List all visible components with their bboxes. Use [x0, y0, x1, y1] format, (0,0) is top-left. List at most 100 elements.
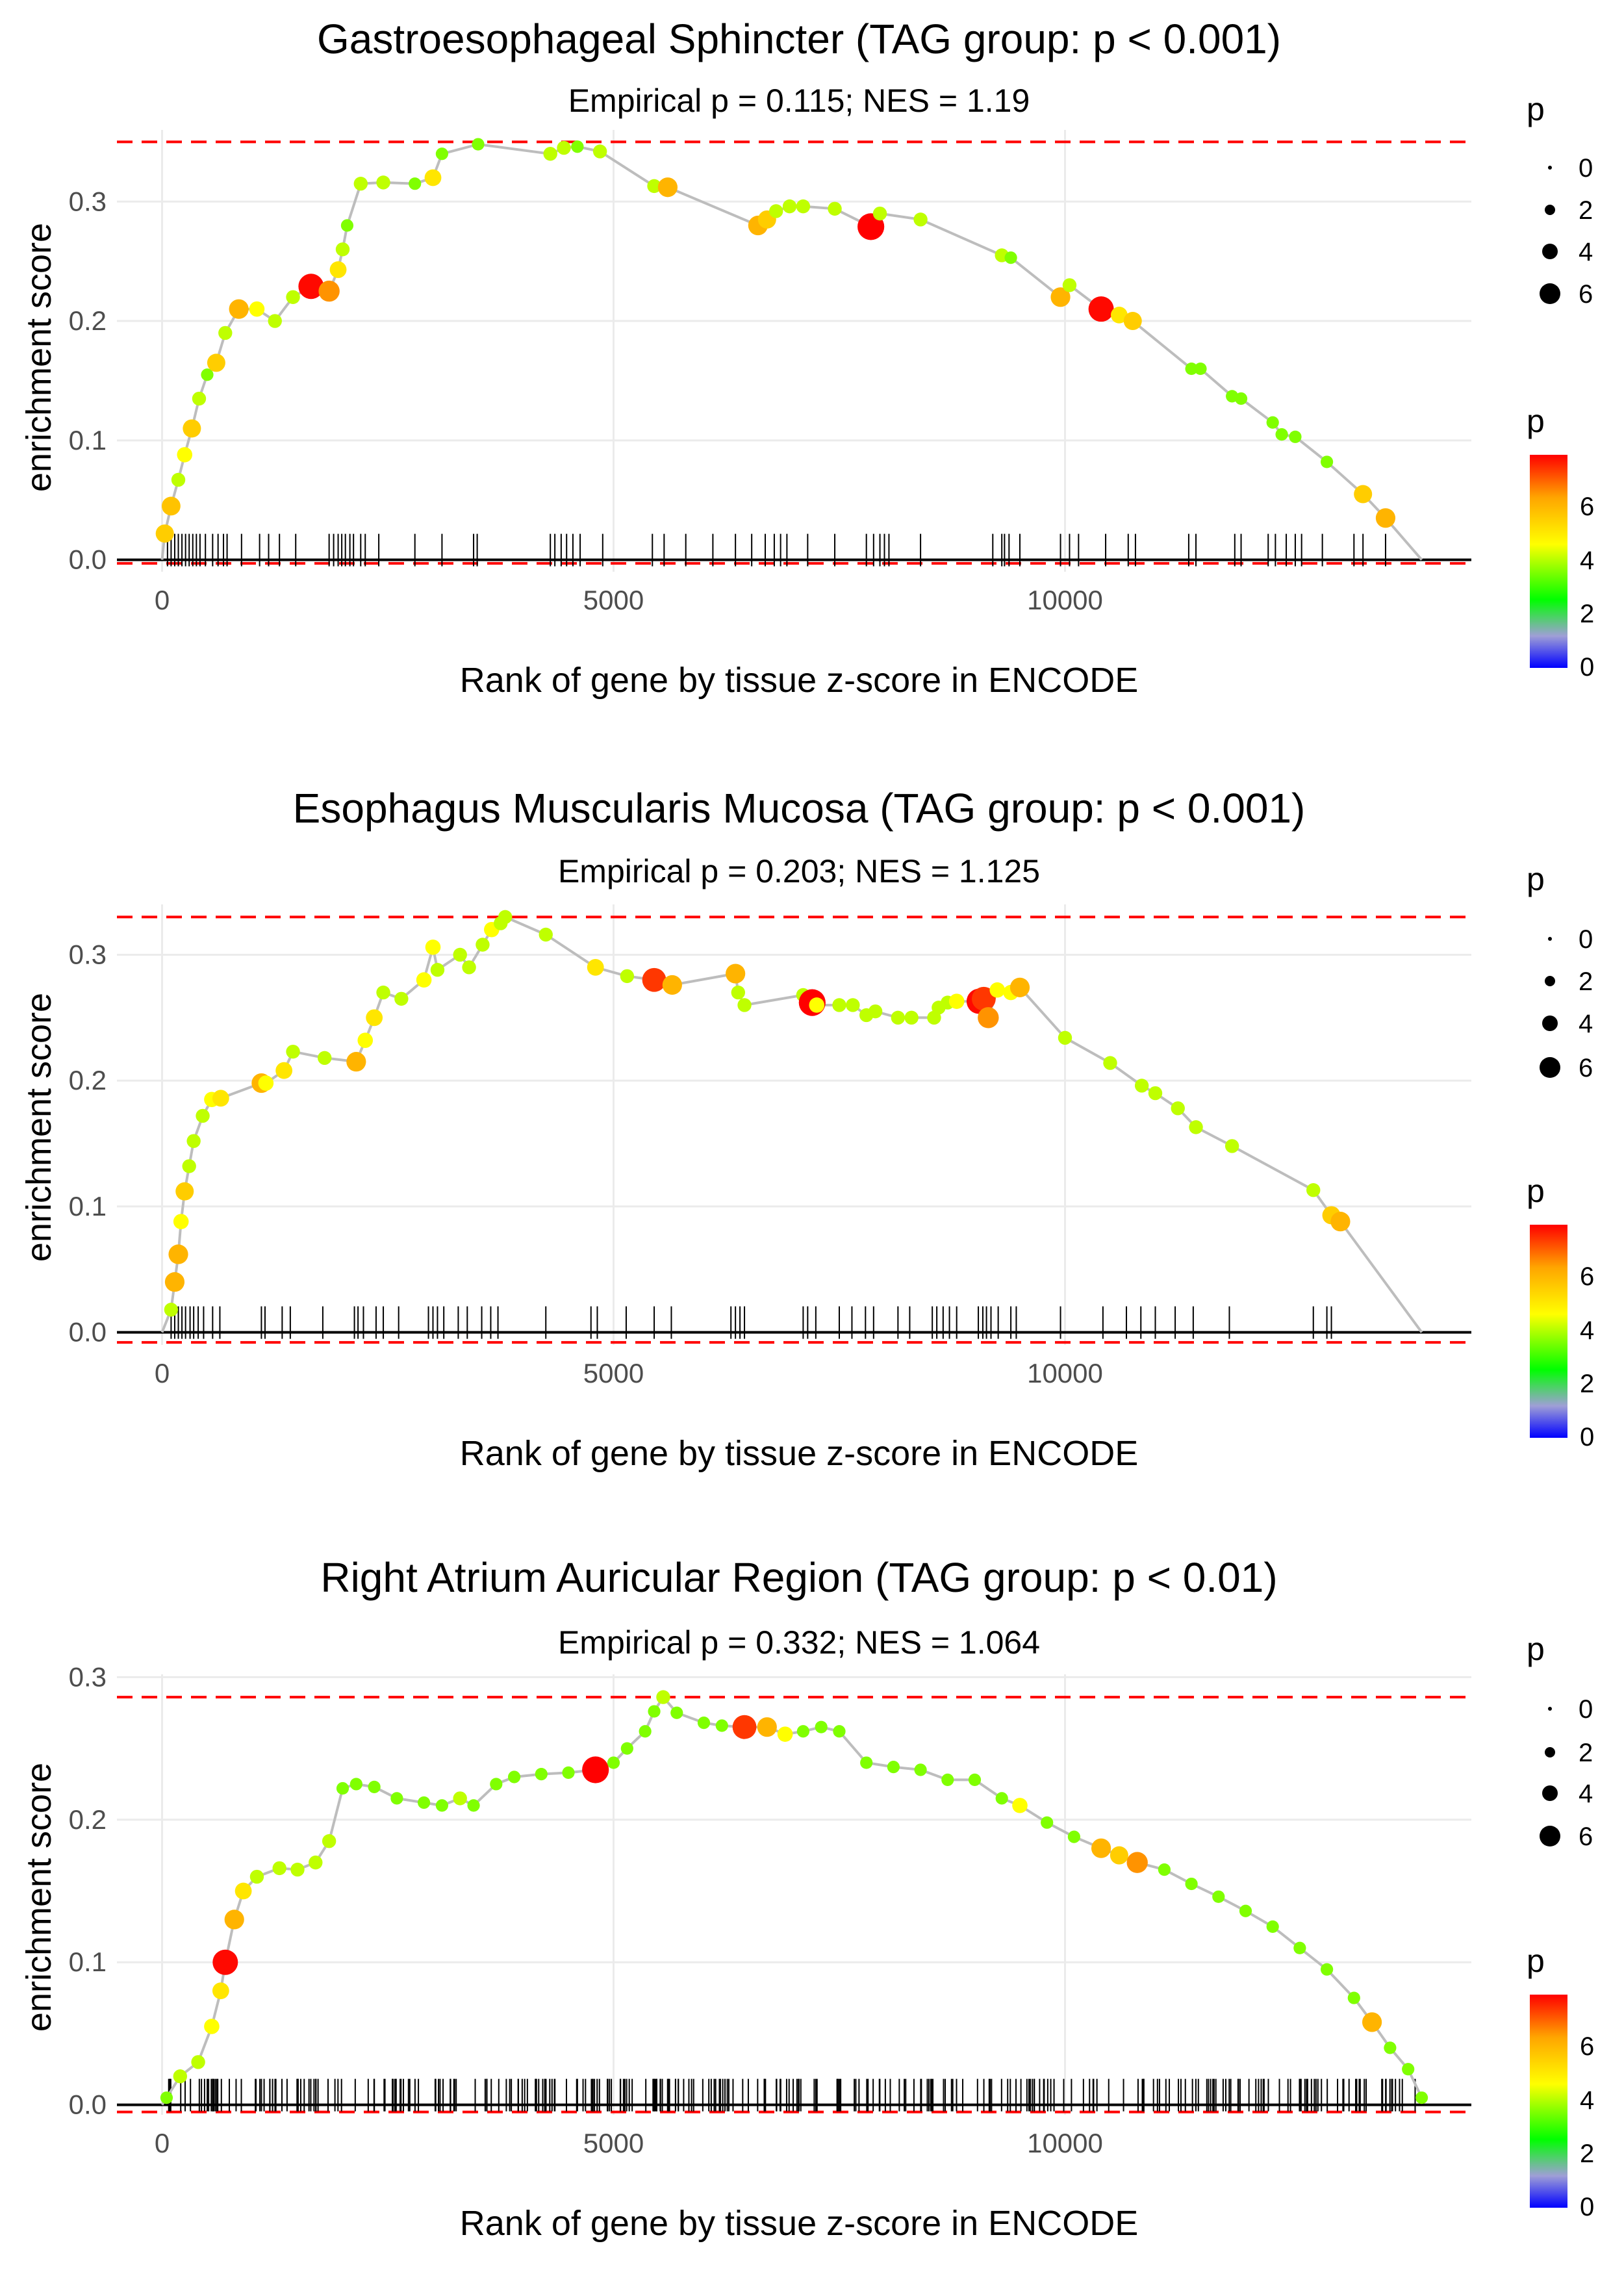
panel-2-es-point [164, 1303, 179, 1317]
panel-3-es-point [1212, 1890, 1225, 1903]
panel-3-size-key-0 [1548, 1707, 1552, 1711]
panel-2-es-point [318, 1051, 332, 1066]
panel-2-es-point [275, 1062, 293, 1079]
panel-2-es-point [948, 993, 965, 1009]
panel-2-x-tick-label: 5000 [583, 1358, 644, 1388]
panel-3-title: Right Atrium Auricular Region (TAG group… [320, 1554, 1277, 1601]
panel-2-es-point [832, 998, 846, 1012]
panel-3-y-tick-label: 0.3 [69, 1661, 107, 1692]
panel-3-size-label-6: 6 [1579, 1822, 1593, 1851]
panel-2-es-point [726, 964, 746, 984]
panel-3-es-point [1110, 1846, 1128, 1865]
panel-3-y-axis-title: enrichment score [19, 1763, 58, 2032]
panel-2-es-point [1224, 1139, 1239, 1153]
panel-1-title: Gastroesophageal Sphincter (TAG group: p… [317, 16, 1281, 62]
panel-2-color-label-0: 0 [1580, 1423, 1594, 1451]
panel-3-es-point [535, 1767, 548, 1781]
panel-1-es-point [424, 169, 442, 186]
panel-1-color-label-6: 6 [1580, 492, 1594, 521]
panel-1-y-tick-label: 0.3 [69, 186, 107, 216]
panel-3-es-point [995, 1792, 1008, 1805]
panel-1-es-point [183, 419, 201, 438]
panel-3-subtitle: Empirical p = 0.332; NES = 1.064 [558, 1624, 1040, 1661]
panel-2-size-label-2: 2 [1579, 967, 1593, 996]
panel-1-x-tick-label: 0 [155, 585, 170, 615]
panel-3-es-point [418, 1796, 431, 1809]
panel-3-es-point [648, 1705, 661, 1718]
panel-2-y-tick-label: 0.0 [69, 1317, 107, 1348]
panel-1-es-point [1266, 416, 1279, 429]
panel-1-es-point [1321, 455, 1334, 468]
panel-3-es-point [349, 1778, 362, 1791]
panel-1-color-label-0: 0 [1580, 653, 1594, 682]
panel-1-es-point [207, 353, 225, 372]
panel-3-es-point [1067, 1830, 1080, 1843]
panel-2-size-key-0 [1548, 937, 1552, 941]
panel-3-es-point [322, 1834, 336, 1848]
panel-1-size-key-4 [1542, 244, 1558, 259]
panel-1-es-point [571, 140, 584, 153]
panel-2-color-label-6: 6 [1580, 1262, 1594, 1291]
panel-3-es-point [732, 1715, 757, 1739]
panel-1-es-point [1194, 362, 1207, 376]
panel-2-size-key-4 [1542, 1016, 1558, 1031]
panel-2-es-point [430, 963, 445, 977]
panel-3-color-label-0: 0 [1580, 2193, 1594, 2221]
panel-1-size-label-4: 4 [1579, 238, 1593, 266]
panel-3-es-point [173, 2069, 187, 2084]
panel-3-es-point [453, 1791, 467, 1806]
panel-3-es-point [191, 2055, 205, 2069]
panel-1-es-point [592, 144, 607, 159]
panel-2-color-label-4: 4 [1580, 1316, 1594, 1345]
panel-3-y-tick-label: 0.0 [69, 2089, 107, 2120]
panel-3-es-point [336, 1782, 349, 1795]
panel-3-es-point [757, 1717, 777, 1737]
panel-2-plot: 0 5000 10000 0.0 0.1 0.2 0.3 [69, 904, 1471, 1388]
panel-1-es-point [1111, 306, 1128, 324]
panel-1-es-point [657, 177, 678, 198]
panel-3-size-key-2 [1545, 1747, 1555, 1757]
panel-1-es-point [329, 261, 347, 278]
panel-2-color-legend-title: p [1527, 1173, 1545, 1209]
panel-3-es-point [715, 1719, 728, 1732]
panel-1-es-point [201, 368, 214, 381]
panel-2-legend: p 0 2 4 6 p 6 4 2 0 [1527, 861, 1594, 1451]
panel-3-size-key-6 [1540, 1826, 1560, 1846]
panel-2-es-point [212, 1090, 229, 1107]
panel-3-es-point [1158, 1863, 1171, 1876]
panel-2-size-legend-title: p [1527, 861, 1545, 897]
panel-1-x-tick-label: 5000 [583, 585, 644, 615]
panel-3-x-tick-label: 10000 [1027, 2128, 1103, 2158]
panel-1-size-key-0 [1548, 166, 1552, 170]
panel-3-color-legend-title: p [1527, 1943, 1545, 1979]
panel-3-size-key-4 [1542, 1785, 1558, 1801]
panel-1-x-tick-label: 10000 [1027, 585, 1103, 615]
panel-3-es-point [309, 1855, 323, 1870]
panel-2-x-tick-label: 10000 [1027, 1358, 1103, 1388]
panel-2-y-tick-label: 0.1 [69, 1191, 107, 1221]
panel-1-es-point [796, 199, 811, 214]
panel-3-color-label-2: 2 [1580, 2140, 1594, 2168]
panel-2-colorbar [1530, 1225, 1567, 1438]
panel-3-es-point [968, 1773, 982, 1786]
panel-3-es-point [1041, 1816, 1054, 1829]
panel-3-es-point [249, 1869, 264, 1884]
panel-1-es-point [828, 201, 842, 216]
panel-1-subtitle: Empirical p = 0.115; NES = 1.19 [568, 83, 1030, 119]
panel-3-es-point [508, 1770, 521, 1783]
panel-2-color-label-2: 2 [1580, 1370, 1594, 1398]
panel-3-es-point [796, 1725, 809, 1738]
panel-3-es-point [1384, 2041, 1397, 2054]
panel-2-es-point [731, 985, 746, 1000]
panel-3-size-label-2: 2 [1579, 1739, 1593, 1767]
panel-1-plot: 0 5000 10000 0.0 0.1 0.2 0.3 [69, 130, 1471, 615]
panel-3-es-point [235, 1882, 252, 1900]
panel-3-x-axis-title: Rank of gene by tissue z-score in ENCODE [460, 2204, 1138, 2243]
panel-2-size-label-0: 0 [1579, 925, 1593, 954]
panel-1-es-point [286, 290, 300, 304]
panel-2-es-point [258, 1075, 274, 1091]
panel-3-es-point [1321, 1963, 1334, 1976]
panel-1-es-point [1375, 508, 1396, 528]
panel-2-es-point [868, 1004, 883, 1019]
panel-2-es-point [196, 1108, 210, 1123]
